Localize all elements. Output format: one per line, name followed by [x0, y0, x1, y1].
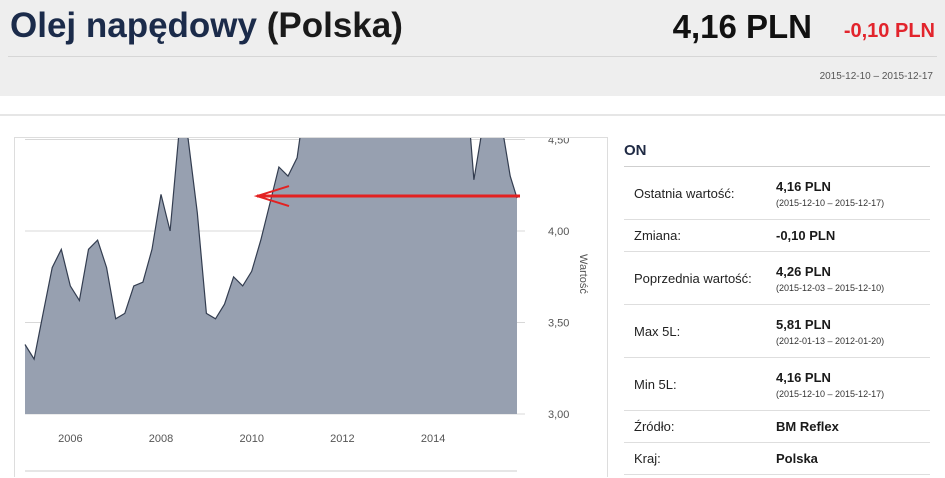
- info-row-value: 5,81 PLN (2012-01-13 – 2012-01-20): [776, 317, 930, 346]
- info-rows: Ostatnia wartość: 4,16 PLN (2015-12-10 – 2…: [624, 167, 930, 475]
- info-row-value: Polska: [776, 451, 930, 466]
- header-divider: [8, 56, 937, 57]
- info-row-value-text: BM Reflex: [776, 419, 839, 434]
- arrow-head: [253, 185, 290, 208]
- info-row-label: Zmiana:: [634, 228, 681, 243]
- y-tick-label: 3,00: [548, 409, 569, 421]
- current-price: 4,16 PLN: [672, 8, 812, 45]
- info-row: Kraj: Polska: [624, 443, 930, 475]
- info-row-value: 4,26 PLN (2015-12-03 – 2015-12-10): [776, 264, 930, 293]
- y-tick-label: 4,50: [548, 138, 569, 147]
- y-axis-label: Wartość: [577, 254, 589, 294]
- page-title-country: (Polska): [266, 6, 403, 45]
- info-row: Poprzednia wartość: 4,26 PLN (2015-12-03 –…: [624, 252, 930, 305]
- info-row-value: BM Reflex: [776, 419, 930, 434]
- header-bar: Olej napędowy (Polska) 4,16 PLN -0,10 PL…: [0, 0, 945, 96]
- page-title-main: Olej napędowy: [10, 6, 257, 45]
- info-row-value-text: 5,81 PLN: [776, 316, 831, 332]
- info-row: Max 5L: 5,81 PLN (2012-01-13 – 2012-01-20): [624, 305, 930, 358]
- x-tick-label: 2010: [239, 433, 263, 445]
- info-row-value-text: 4,26 PLN: [776, 263, 831, 279]
- info-row-value: 4,16 PLN (2015-12-10 – 2015-12-17): [776, 370, 930, 399]
- info-row-period: (2015-12-10 – 2015-12-17): [776, 197, 885, 208]
- info-row: Zmiana: -0,10 PLN: [624, 220, 930, 252]
- info-row: Min 5L: 4,16 PLN (2015-12-10 – 2015-12-17): [624, 358, 930, 411]
- info-row-value-text: Polska: [776, 451, 818, 466]
- price-change: -0,10 PLN: [843, 20, 935, 42]
- x-tick-label: 2012: [330, 433, 354, 445]
- series-line: [24, 138, 518, 361]
- info-row-period: (2015-12-03 – 2015-12-10): [776, 282, 885, 293]
- info-row-label: Poprzednia wartość:: [634, 270, 752, 286]
- page-title: Olej napędowy (Polska): [10, 6, 403, 46]
- info-row-label: Źródło:: [634, 419, 675, 434]
- info-table: ON Ostatnia wartość: 4,16 PLN (2015-12-10 …: [624, 137, 930, 475]
- y-tick-label: 4,00: [548, 226, 569, 238]
- info-row-value-text: 4,16 PLN: [776, 178, 831, 194]
- price-chart[interactable]: 5,505,004,504,003,503,002006200820102012…: [14, 137, 608, 477]
- y-tick-label: 3,50: [548, 318, 569, 330]
- info-title: ON: [624, 137, 930, 167]
- info-row-value-text: 4,16 PLN: [776, 369, 831, 385]
- date-range: 2015-12-10 – 2015-12-17: [819, 71, 933, 82]
- info-row-value: 4,16 PLN (2015-12-10 – 2015-12-17): [776, 179, 930, 208]
- chart-svg: 5,505,004,504,003,503,002006200820102012…: [24, 138, 569, 472]
- x-tick-label: 2008: [149, 433, 173, 445]
- info-row-period: (2015-12-10 – 2015-12-17): [776, 388, 885, 399]
- info-row-label: Kraj:: [634, 451, 661, 466]
- info-row: Źródło: BM Reflex: [624, 411, 930, 443]
- x-tick-label: 2014: [421, 433, 445, 445]
- info-row-period: (2012-01-13 – 2012-01-20): [776, 335, 885, 346]
- content-panel: [0, 114, 945, 474]
- info-row-value: -0,10 PLN: [776, 228, 930, 243]
- info-row-label: Min 5L:: [634, 376, 677, 392]
- info-row-value-text: -0,10 PLN: [776, 228, 836, 243]
- series-area: [25, 138, 517, 414]
- info-row: Ostatnia wartość: 4,16 PLN (2015-12-10 – 2…: [624, 167, 930, 220]
- x-tick-label: 2006: [58, 433, 82, 445]
- info-row-label: Max 5L:: [634, 323, 681, 339]
- info-row-label: Ostatnia wartość:: [634, 185, 735, 201]
